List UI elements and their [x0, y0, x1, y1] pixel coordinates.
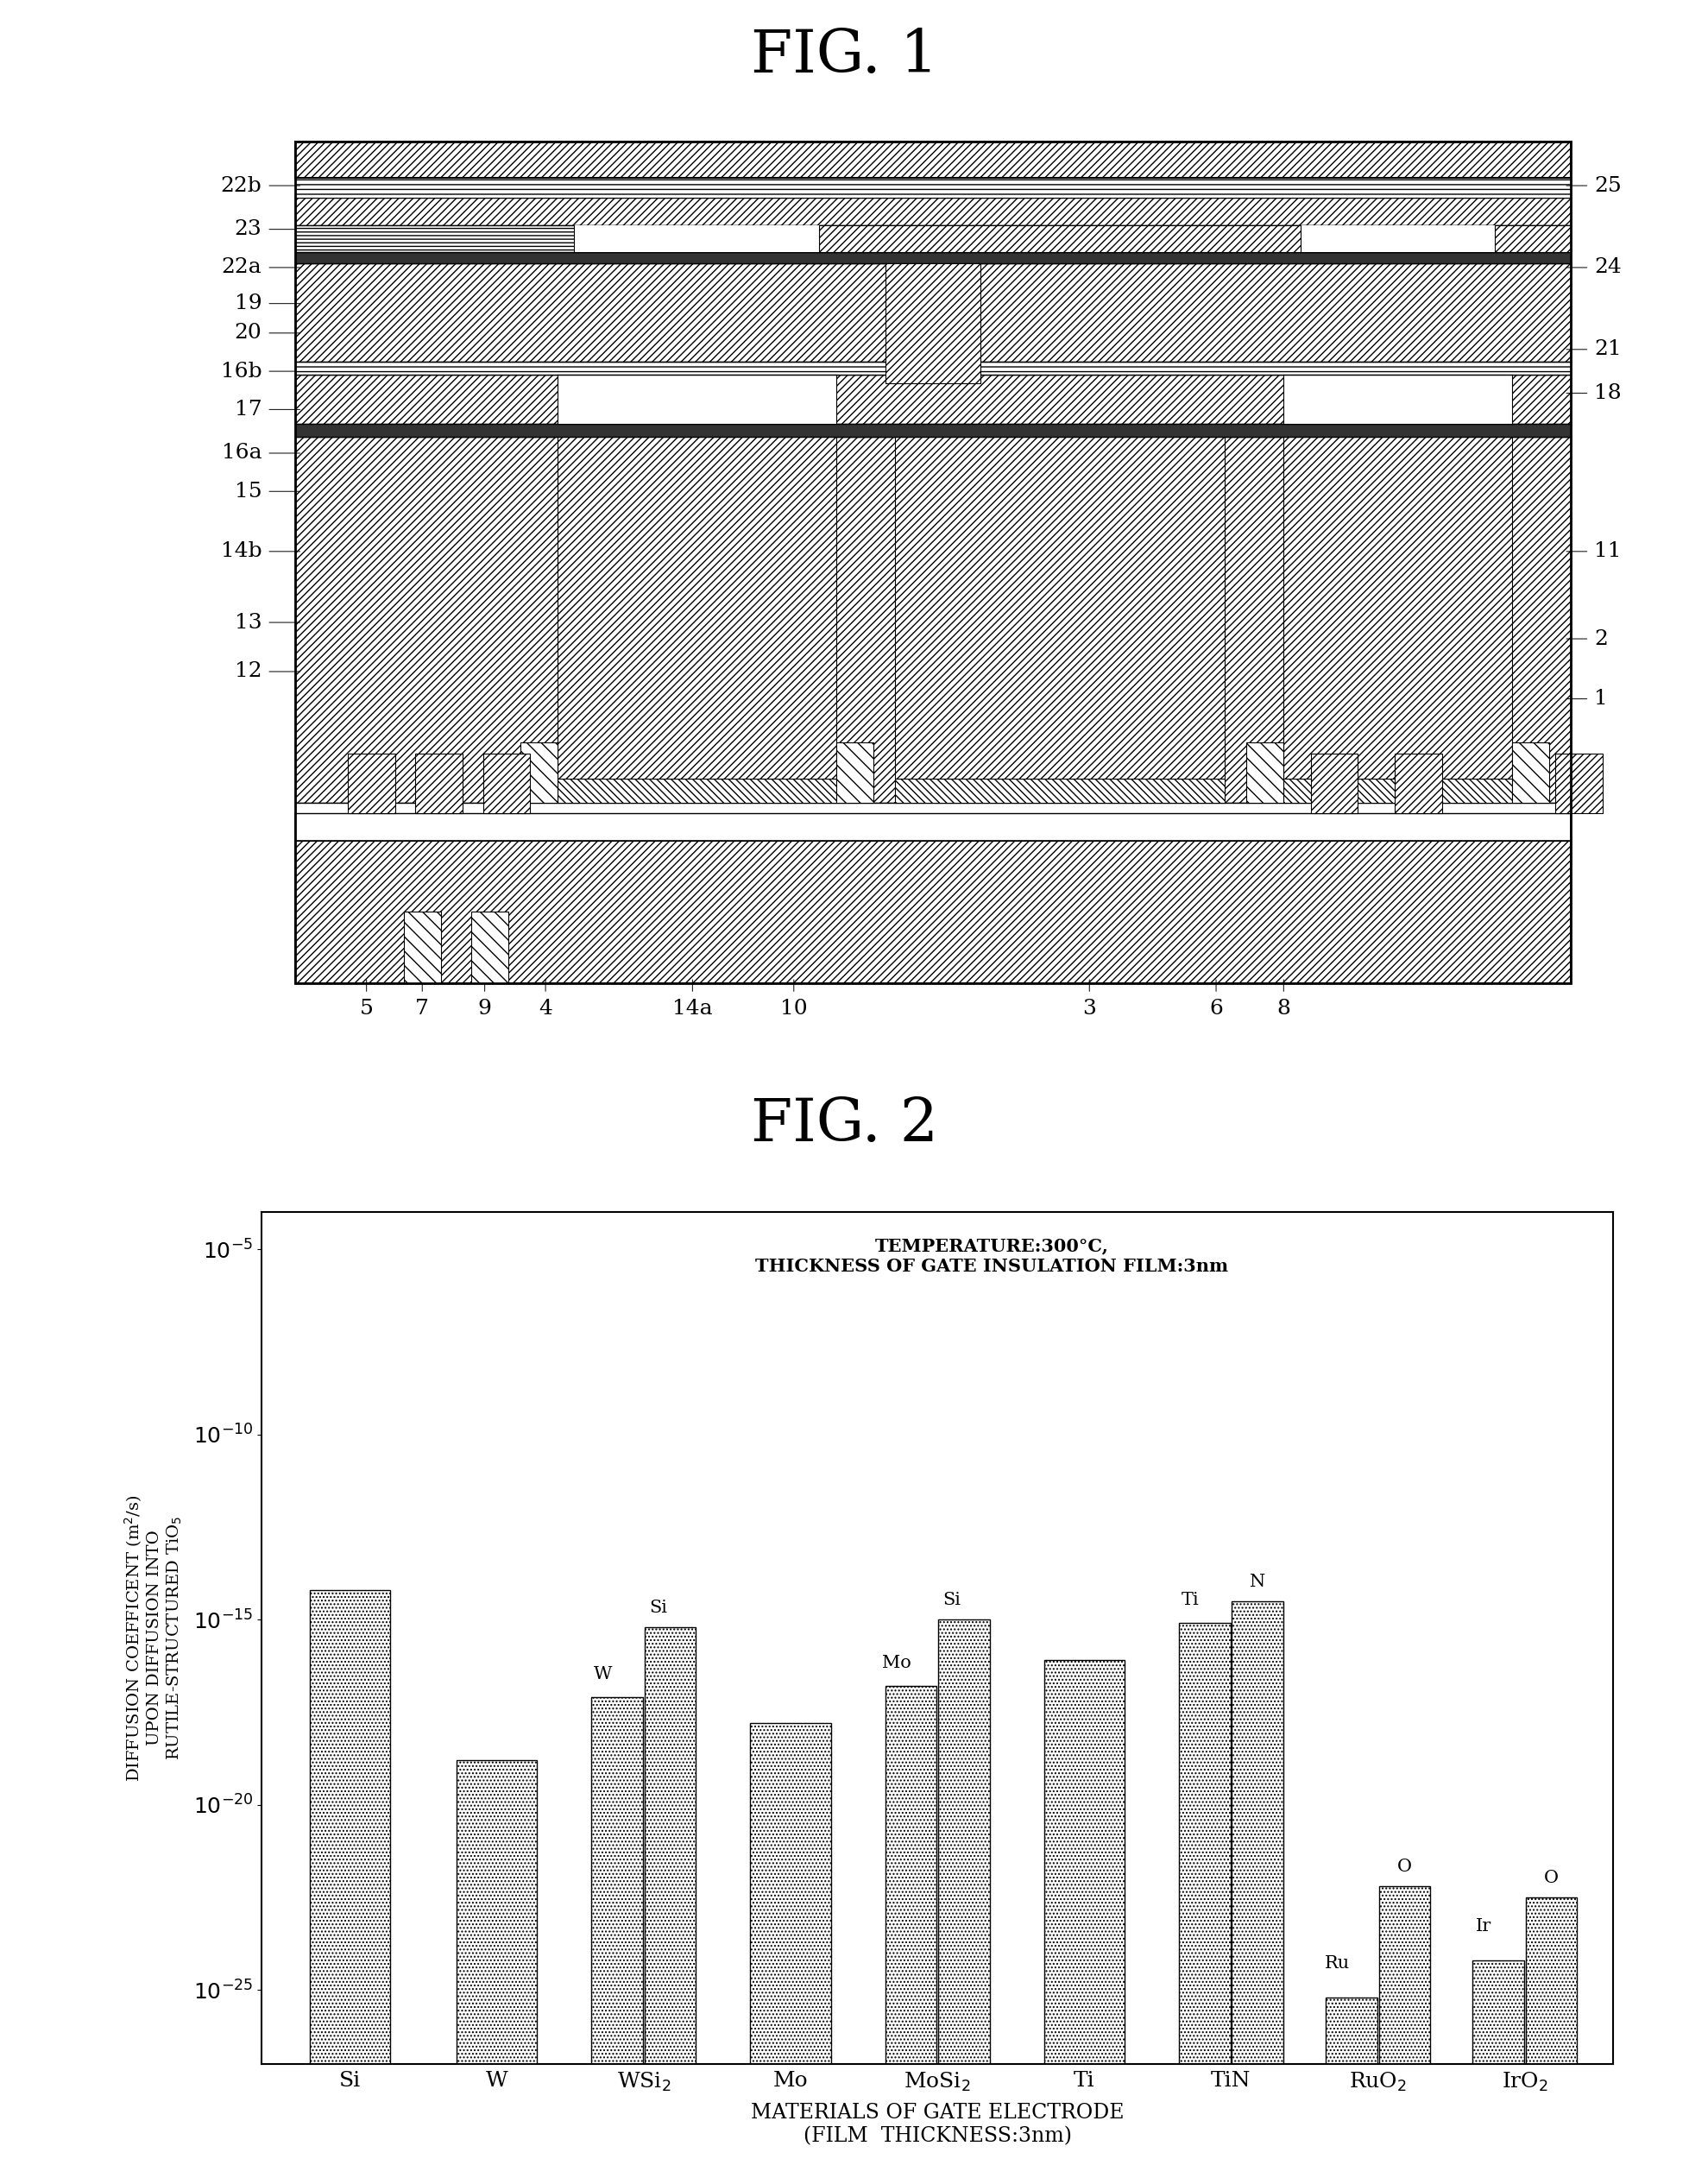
Bar [885, 1686, 937, 2064]
Bar [1326, 1996, 1377, 2064]
Text: 15: 15 [235, 480, 262, 502]
Text: 12: 12 [235, 662, 262, 681]
Text: Si: Si [649, 1599, 667, 1616]
Bar [1311, 753, 1358, 812]
Bar [296, 812, 1571, 841]
Bar [415, 753, 463, 812]
Bar [1231, 1601, 1284, 2064]
Text: 3: 3 [1083, 1000, 1096, 1020]
Text: 9: 9 [478, 1000, 491, 1020]
Bar [1301, 225, 1495, 253]
Bar [1395, 753, 1442, 812]
Bar [895, 437, 1225, 804]
Text: 19: 19 [235, 293, 262, 314]
Text: 13: 13 [235, 612, 262, 633]
Bar [895, 780, 1225, 804]
Bar [591, 1697, 644, 2064]
Text: 10: 10 [780, 1000, 807, 1020]
Text: 22b: 22b [221, 175, 262, 197]
Text: 11: 11 [1594, 542, 1621, 561]
Text: 2: 2 [1594, 629, 1608, 649]
Text: 14a: 14a [672, 1000, 713, 1020]
Bar [296, 363, 1571, 376]
Text: O: O [1397, 1859, 1412, 1876]
Bar [1284, 437, 1512, 804]
Bar [296, 251, 1571, 262]
Bar [296, 142, 1571, 177]
Text: 22a: 22a [221, 258, 262, 277]
Bar [557, 780, 836, 804]
Bar [483, 753, 530, 812]
Text: W: W [593, 1666, 611, 1682]
Bar [1284, 437, 1512, 778]
Text: FIG. 1: FIG. 1 [752, 28, 937, 85]
Bar [296, 179, 1571, 199]
Text: 18: 18 [1594, 382, 1621, 404]
Bar [296, 264, 1571, 363]
Bar [557, 437, 836, 804]
Bar [1473, 1961, 1523, 2064]
Bar [645, 1627, 696, 2064]
Bar [574, 225, 819, 253]
Text: 5: 5 [360, 1000, 373, 1020]
Text: Mo: Mo [882, 1655, 910, 1671]
Text: 16b: 16b [221, 360, 262, 382]
Text: 17: 17 [235, 400, 262, 419]
Bar [471, 913, 508, 983]
Y-axis label: DIFFUSION COEFFICENT (m$^2$/s)
UPON DIFFUSION INTO
RUTILE-STRUCTURED TiO$_5$: DIFFUSION COEFFICENT (m$^2$/s) UPON DIFF… [123, 1494, 184, 1782]
Text: TEMPERATURE:300°C,
THICKNESS OF GATE INSULATION FILM:3nm: TEMPERATURE:300°C, THICKNESS OF GATE INS… [755, 1238, 1228, 1275]
Bar [1525, 1898, 1578, 2064]
Text: 16a: 16a [221, 443, 262, 463]
X-axis label: MATERIALS OF GATE ELECTRODE
(FILM  THICKNESS:3nm): MATERIALS OF GATE ELECTRODE (FILM THICKN… [750, 2103, 1125, 2147]
Bar [348, 753, 395, 812]
Bar [1179, 1623, 1230, 2064]
Bar [520, 743, 557, 804]
Bar [296, 376, 1571, 424]
Text: N: N [1250, 1572, 1265, 1590]
Bar [750, 1723, 831, 2064]
Bar [296, 424, 1571, 437]
Bar [1556, 753, 1603, 812]
Bar [557, 437, 836, 778]
Bar [1044, 1660, 1125, 2064]
Bar [836, 743, 873, 804]
Text: FIG. 2: FIG. 2 [752, 1096, 937, 1153]
Bar [1284, 780, 1512, 804]
Bar [296, 142, 1571, 983]
Bar [296, 802, 1571, 812]
Bar [1378, 1887, 1431, 2064]
Text: Ti: Ti [1181, 1592, 1199, 1607]
Bar [1246, 743, 1284, 804]
Bar [887, 262, 981, 384]
Text: 7: 7 [415, 1000, 429, 1020]
Text: Ru: Ru [1324, 1955, 1350, 1972]
Bar [895, 437, 1225, 778]
Bar [1512, 743, 1549, 804]
Text: 6: 6 [1209, 1000, 1223, 1020]
Bar [557, 376, 836, 424]
Text: O: O [1544, 1870, 1559, 1887]
Text: 1: 1 [1594, 688, 1608, 710]
Bar [937, 1621, 990, 2064]
Bar [1284, 376, 1512, 424]
Bar [296, 437, 1571, 804]
Text: 4: 4 [539, 1000, 552, 1020]
Bar [296, 225, 1571, 253]
Text: 23: 23 [235, 218, 262, 240]
Text: 24: 24 [1594, 258, 1621, 277]
Text: 20: 20 [235, 323, 262, 343]
Text: Si: Si [942, 1592, 961, 1607]
Text: 21: 21 [1594, 339, 1621, 360]
Text: 14b: 14b [221, 542, 262, 561]
Bar [309, 1590, 390, 2064]
Bar [456, 1760, 537, 2064]
Bar [296, 841, 1571, 983]
Bar [404, 913, 441, 983]
Text: 8: 8 [1277, 1000, 1290, 1020]
Bar [296, 199, 1571, 225]
Text: 25: 25 [1594, 175, 1621, 197]
Bar [819, 225, 1571, 253]
Text: Ir: Ir [1476, 1918, 1491, 1935]
